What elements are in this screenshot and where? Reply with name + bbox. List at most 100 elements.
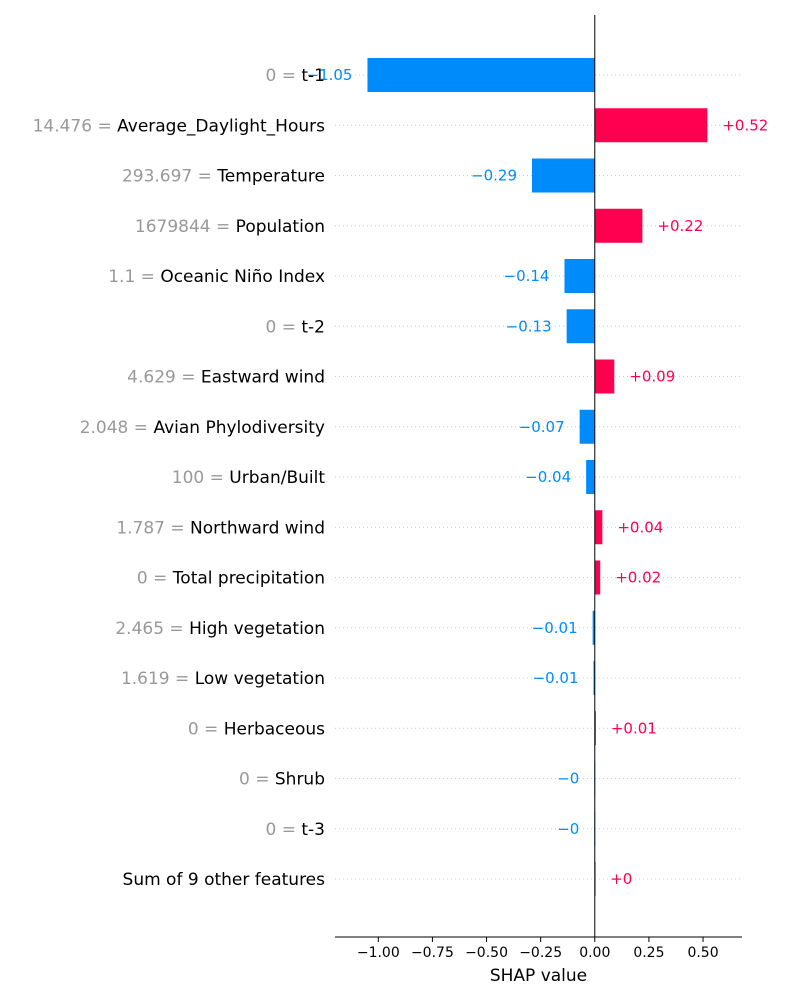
bar-7 [594,359,615,394]
feature-value: 0 [188,719,199,739]
bar-6 [566,309,595,344]
feature-name: Temperature [216,167,325,187]
feature-name: Herbaceous [224,719,325,739]
bar-8 [579,409,595,444]
feature-value: 1679844 [135,217,211,237]
feature-name: Northward wind [190,518,325,538]
feature-value: 2.465 [115,619,164,639]
feature-name: High vegetation [189,619,325,639]
feature-name: Sum of 9 other features [123,870,326,890]
x-tick-label: 0.50 [687,945,718,961]
feature-name: Urban/Built [229,468,325,488]
shap-value-label: +0.01 [611,719,657,737]
feature-labels-layer: 0 = t-1 14.476 = Average_Daylight_Hours 29… [33,66,326,890]
feature-name: Avian Phylodiversity [153,418,325,438]
bar-13 [593,661,595,695]
feature-label: Sum of 9 other features [123,870,326,890]
shap-value-label: −1.05 [307,66,353,84]
bar-1 [367,58,595,92]
shap-value-label: −0.29 [471,167,517,185]
value-labels-layer: −1.05 +0.52 −0.29 +0.22 −0.14 −0.13 +0.09 −0.07… [307,66,769,888]
feature-label: 1.619 = Low vegetation [121,669,325,689]
feature-value: 0 [137,569,148,589]
x-tick-label: −0.75 [411,945,454,961]
feature-label: 0 = t-1 [265,66,325,86]
equals-sign: = [148,569,173,589]
bar-2 [594,108,708,143]
feature-name: t-3 [301,820,325,840]
bar-9 [586,460,595,494]
feature-value: 0 [265,820,276,840]
equals-sign: = [165,518,190,538]
feature-value: 1.1 [108,267,135,287]
feature-label: 293.697 = Temperature [122,167,325,187]
shap-value-label: +0 [610,870,632,888]
feature-value: 4.629 [127,368,176,388]
feature-value: 0 [265,66,276,86]
equals-sign: = [199,719,224,739]
feature-value: 14.476 [33,116,92,136]
bar-10 [594,510,603,545]
shap-value-label: −0.14 [504,267,550,285]
shap-value-label: −0.04 [525,468,571,486]
shap-value-label: −0.07 [519,418,565,436]
equals-sign: = [128,418,153,438]
equals-sign: = [170,669,195,689]
feature-label: 4.629 = Eastward wind [127,368,325,388]
shap-value-label: +0.09 [629,368,675,386]
equals-sign: = [176,368,201,388]
x-tick-label: −0.50 [465,945,508,961]
feature-value: 1.787 [116,518,165,538]
feature-value: 0 [265,317,276,337]
equals-sign: = [92,116,117,136]
shap-value-label: −0 [557,820,579,838]
equals-sign: = [276,66,301,86]
feature-value: 100 [172,468,204,488]
shap-value-label: +0.22 [657,217,703,235]
feature-value: 0 [239,770,250,790]
x-tick-label: 0.00 [579,945,610,961]
equals-sign: = [250,770,275,790]
equals-sign: = [211,217,236,237]
x-ticks: −1.00 −0.75 −0.50 −0.25 0.00 0.25 0.50 [357,937,719,961]
feature-name: t-2 [301,317,325,337]
shap-value-label: +0.04 [617,518,663,536]
feature-name: Shrub [275,770,325,790]
feature-label: 1.787 = Northward wind [116,518,325,538]
equals-sign: = [135,267,160,287]
bars-layer [367,58,708,896]
feature-label: 0 = Total precipitation [137,569,325,589]
bar-14 [594,711,596,746]
bar-12 [592,610,595,645]
bar-5 [564,259,595,293]
feature-name: Oceanic Niño Index [160,267,325,287]
x-axis-title: SHAP value [490,966,587,986]
bar-3 [532,158,595,193]
feature-label: 0 = Herbaceous [188,719,325,739]
bar-11 [594,560,601,595]
equals-sign: = [276,317,301,337]
shap-value-label: −0.01 [533,669,579,687]
shap-value-label: +0.52 [722,116,768,134]
feature-name: Low vegetation [195,669,325,689]
feature-label: 0 = Shrub [239,770,325,790]
shap-value-label: −0 [557,770,579,788]
equals-sign: = [276,820,301,840]
equals-sign: = [192,167,217,187]
feature-name: Total precipitation [172,569,325,589]
feature-name: Eastward wind [201,368,325,388]
feature-name: Population [236,217,325,237]
feature-label: 2.048 = Avian Phylodiversity [80,418,325,438]
x-tick-label: −0.25 [519,945,562,961]
feature-label: 1.1 = Oceanic Niño Index [108,267,325,287]
shap-value-label: −0.13 [506,317,552,335]
feature-label: 100 = Urban/Built [172,468,326,488]
equals-sign: = [204,468,229,488]
feature-name: t-1 [301,66,325,86]
feature-label: 14.476 = Average_Daylight_Hours [33,116,326,136]
feature-label: 1679844 = Population [135,217,325,237]
bar-4 [594,208,643,243]
feature-label: 0 = t-2 [265,317,325,337]
